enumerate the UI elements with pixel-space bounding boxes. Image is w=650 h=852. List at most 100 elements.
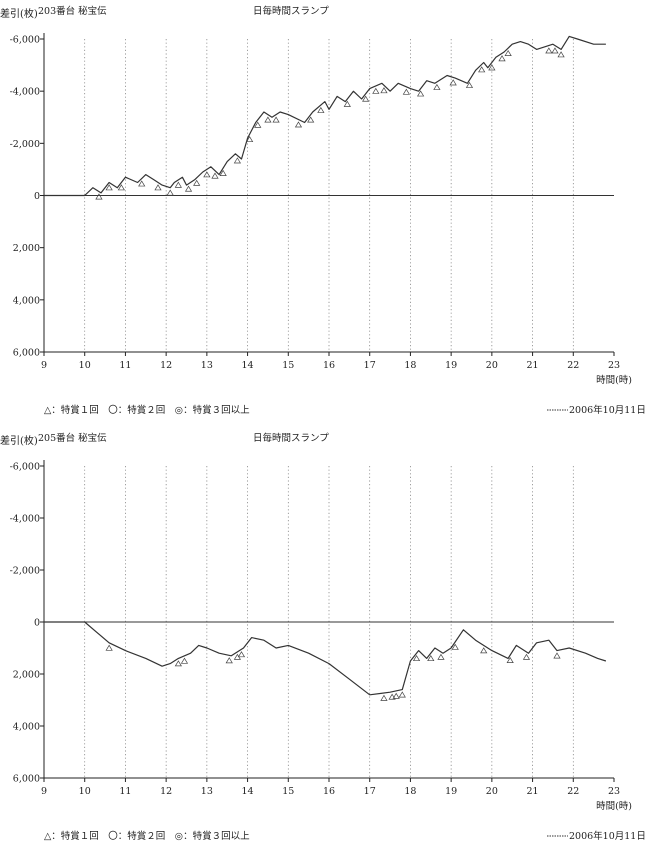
bonus-marker	[451, 643, 459, 650]
bonus-marker	[294, 121, 303, 128]
x-tick-label: 11	[119, 786, 131, 797]
bonus-marker	[166, 189, 174, 196]
bonus-marker	[437, 653, 445, 660]
bonus-marker	[105, 644, 113, 651]
chart-title: 日毎時間スランプ	[253, 5, 329, 17]
x-axis-label: 時間(時)	[596, 375, 632, 386]
bonus-marker	[272, 116, 280, 123]
x-tick-label: 21	[527, 786, 539, 797]
x-tick-label: 19	[445, 360, 457, 371]
bonus-marker	[488, 64, 496, 71]
x-tick-label: 9	[41, 360, 47, 371]
x-tick-label: 22	[567, 360, 579, 371]
bonus-marker	[402, 88, 410, 95]
y-axis-label: 差引(枚)	[0, 434, 38, 447]
bonus-marker	[504, 49, 512, 56]
bonus-marker	[225, 657, 233, 664]
y-tick-label: 2,000	[13, 243, 40, 254]
x-tick-label: 13	[201, 786, 213, 797]
y-tick-label: 4,000	[13, 295, 40, 306]
chart-title: 日毎時間スランプ	[253, 432, 329, 444]
bonus-marker	[506, 656, 514, 663]
x-tick-label: 18	[404, 360, 416, 371]
x-tick-label: 23	[608, 360, 620, 371]
y-tick-label: 0	[34, 618, 40, 629]
x-tick-label: 14	[242, 360, 254, 371]
legend-date: 2006年10月11日	[569, 830, 646, 842]
bonus-marker	[117, 184, 125, 191]
y-tick-label: -6,000	[10, 35, 40, 46]
bonus-marker	[498, 55, 506, 62]
bonus-marker	[154, 184, 162, 191]
bonus-marker	[557, 51, 565, 58]
slump-chart-2: 差引(枚) 205番台 秘宝伝 日毎時間スランプ -6,000 -4,000 -2,000…	[0, 432, 646, 842]
legend-date: 2006年10月11日	[569, 404, 646, 416]
x-tick-label: 17	[364, 360, 376, 371]
x-tick-label: 21	[527, 360, 539, 371]
bonus-marker	[372, 87, 380, 94]
bonus-marker	[398, 691, 406, 698]
bonus-marker	[427, 655, 435, 662]
x-tick-label: 23	[608, 786, 620, 797]
x-tick-label: 11	[119, 360, 131, 371]
x-tick-label: 9	[41, 786, 47, 797]
y-tick-label: -6,000	[10, 462, 40, 473]
x-tick-label: 20	[486, 786, 498, 797]
bonus-marker	[233, 157, 242, 164]
machine-label: 203番台 秘宝伝	[38, 5, 107, 17]
y-tick-label: 0	[34, 191, 40, 202]
legend-marker-key: △：特賞１回 〇：特賞２回 ◎：特賞３回以上	[44, 404, 250, 416]
bonus-marker	[264, 116, 272, 123]
bonus-marker	[245, 136, 254, 143]
bonus-marker	[180, 657, 189, 664]
x-tick-label: 10	[79, 360, 91, 371]
bonus-marker	[480, 647, 488, 654]
x-axis-label: 時間(時)	[596, 801, 632, 812]
bonus-marker	[193, 179, 201, 186]
bonus-marker	[388, 693, 396, 700]
x-tick-label: 12	[160, 786, 172, 797]
x-tick-label: 15	[282, 786, 294, 797]
bonus-marker	[380, 87, 388, 94]
slump-line	[44, 35, 606, 197]
bonus-marker	[317, 106, 325, 113]
x-tick-label: 13	[201, 360, 213, 371]
bonus-marker	[362, 95, 370, 102]
bonus-marker	[545, 47, 553, 54]
x-tick-label: 12	[160, 360, 172, 371]
bonus-marker	[343, 100, 351, 107]
bonus-marker	[522, 653, 531, 660]
x-tick-label: 20	[486, 360, 498, 371]
bonus-marker	[551, 47, 559, 54]
bonus-marker	[174, 181, 182, 188]
y-tick-label: -2,000	[10, 566, 40, 577]
legend-marker-key: △：特賞１回 〇：特賞２回 ◎：特賞３回以上	[44, 830, 250, 842]
bonus-marker	[380, 694, 388, 701]
bonus-marker	[254, 121, 262, 128]
y-tick-label: 6,000	[13, 774, 40, 785]
bonus-marker	[392, 692, 400, 699]
machine-label: 205番台 秘宝伝	[38, 432, 107, 444]
bonus-marker	[219, 169, 227, 176]
y-tick-label: 4,000	[13, 722, 40, 733]
bonus-marker	[478, 66, 486, 73]
bonus-marker	[307, 116, 315, 123]
x-tick-label: 16	[323, 360, 335, 371]
bonus-marker	[211, 172, 219, 179]
bonus-marker	[138, 180, 146, 187]
bonus-marker	[184, 185, 193, 192]
slump-line	[44, 621, 607, 696]
bonus-marker	[465, 81, 474, 88]
bonus-marker	[416, 90, 425, 97]
y-tick-label: -2,000	[10, 139, 40, 150]
x-tick-label: 17	[364, 786, 376, 797]
bonus-marker	[95, 193, 103, 200]
bonus-marker	[237, 651, 246, 658]
y-tick-label: 2,000	[13, 670, 40, 681]
x-tick-label: 22	[567, 786, 579, 797]
x-tick-label: 18	[404, 786, 416, 797]
bonus-marker	[174, 660, 182, 667]
bonus-marker	[449, 79, 457, 86]
y-axis-label: 差引(枚)	[0, 7, 38, 20]
x-tick-label: 10	[79, 786, 91, 797]
